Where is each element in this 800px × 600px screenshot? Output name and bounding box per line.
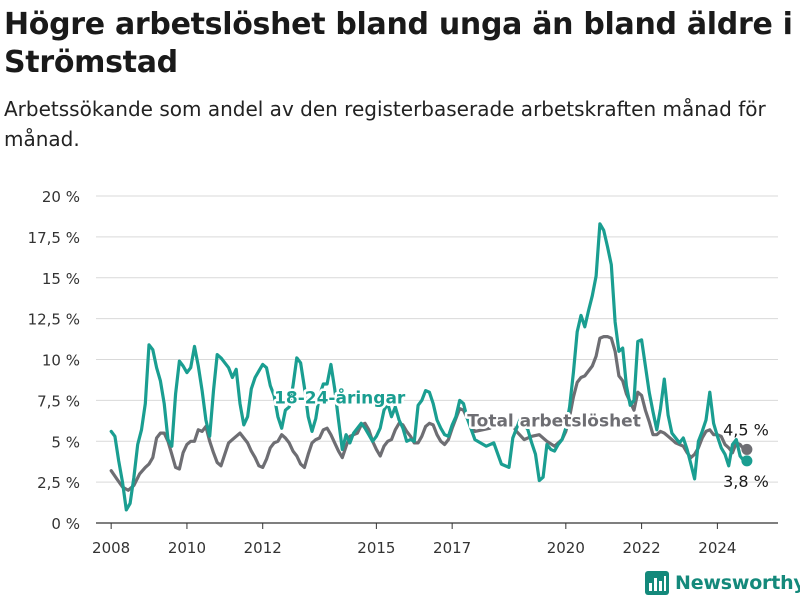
annotation-halo: 18-24-åringar <box>274 387 406 409</box>
annotation-halo: Total arbetslöshet <box>467 412 641 432</box>
y-tick-label: 15 % <box>42 270 80 288</box>
series-lines <box>109 222 753 512</box>
series-line-total <box>109 335 746 492</box>
y-tick-label: 17,5 % <box>28 229 80 247</box>
y-tick-label: 20 % <box>42 188 80 206</box>
y-tick-label: 7,5 % <box>37 392 80 410</box>
end-value-total: 4,5 % <box>723 420 769 439</box>
x-tick-label: 2015 <box>357 539 395 557</box>
y-tick-label: 10 % <box>42 352 80 370</box>
x-tick-label: 2024 <box>698 539 736 557</box>
end-value-youth: 3,8 % <box>723 472 769 491</box>
x-axis: 2008 2010 2012 2015 2017 2020 2022 2024 <box>92 523 736 557</box>
grid-lines <box>96 195 778 524</box>
annotation-total: Total arbetslöshet <box>467 412 641 432</box>
brand-name: Newsworthy <box>675 572 800 594</box>
annotation-youth: 18-24-åringar <box>274 387 406 409</box>
series-line-youth <box>109 222 746 512</box>
y-axis: 0 % 2,5 % 5 % 7,5 % 10 % 12,5 % 15 % 17,5 % 20 % <box>28 188 80 533</box>
chart-title: Högre arbetslöshet bland unga än bland ä… <box>4 7 793 80</box>
line-chart: 0 % 2,5 % 5 % 7,5 % 10 % 12,5 % 15 % 17,5 % 20 %… <box>28 188 778 557</box>
y-tick-label: 5 % <box>51 433 80 451</box>
x-tick-label: 2022 <box>623 539 661 557</box>
bar-chart-logo-icon <box>645 571 669 595</box>
end-marker-total <box>741 443 753 455</box>
x-tick-label: 2008 <box>92 539 130 557</box>
newsworthy-logo[interactable]: Newsworthy <box>645 570 800 596</box>
series-labels: 4,5 %3,8 %18-24-åringar18-24-åringarTota… <box>272 384 769 491</box>
x-tick-label: 2012 <box>244 539 282 557</box>
y-tick-label: 12,5 % <box>28 311 80 329</box>
x-tick-label: 2010 <box>168 539 206 557</box>
x-tick-label: 2020 <box>547 539 585 557</box>
y-tick-label: 0 % <box>51 515 80 533</box>
y-tick-label: 2,5 % <box>37 474 80 492</box>
chart-subtitle: Arbetssökande som andel av den registerb… <box>4 97 766 151</box>
x-tick-label: 2017 <box>433 539 471 557</box>
end-marker-youth <box>741 455 753 467</box>
